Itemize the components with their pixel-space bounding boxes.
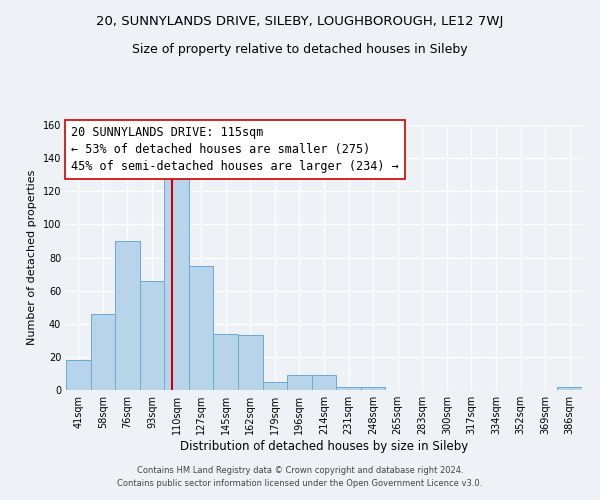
Bar: [91, 314, 115, 390]
Text: 20, SUNNYLANDS DRIVE, SILEBY, LOUGHBOROUGH, LE12 7WJ: 20, SUNNYLANDS DRIVE, SILEBY, LOUGHBOROU…: [97, 15, 503, 28]
Text: Size of property relative to detached houses in Sileby: Size of property relative to detached ho…: [132, 42, 468, 56]
Bar: [164, 174, 189, 390]
Bar: [287, 375, 312, 390]
Bar: [115, 241, 140, 390]
Text: Contains HM Land Registry data © Crown copyright and database right 2024.
Contai: Contains HM Land Registry data © Crown c…: [118, 466, 482, 487]
Bar: [238, 336, 263, 390]
Text: 20 SUNNYLANDS DRIVE: 115sqm
← 53% of detached houses are smaller (275)
45% of se: 20 SUNNYLANDS DRIVE: 115sqm ← 53% of det…: [71, 126, 399, 174]
Bar: [557, 386, 582, 390]
Bar: [361, 386, 385, 390]
X-axis label: Distribution of detached houses by size in Sileby: Distribution of detached houses by size …: [180, 440, 468, 453]
Bar: [312, 375, 336, 390]
Bar: [214, 334, 238, 390]
Bar: [263, 382, 287, 390]
Bar: [140, 280, 164, 390]
Bar: [66, 360, 91, 390]
Bar: [336, 386, 361, 390]
Y-axis label: Number of detached properties: Number of detached properties: [27, 170, 37, 345]
Bar: [189, 266, 214, 390]
